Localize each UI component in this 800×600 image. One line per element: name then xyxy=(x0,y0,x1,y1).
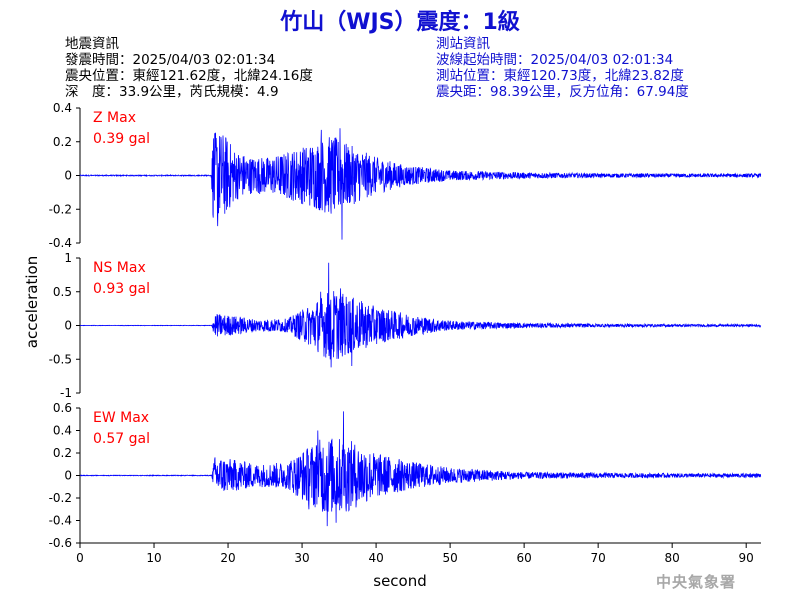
y-tick-label-z: 0 xyxy=(64,169,72,183)
chart-title: 竹山（WJS）震度：1級 xyxy=(280,10,520,35)
y-tick-label-ns: 1 xyxy=(64,251,72,265)
y-tick-label-z: 0.2 xyxy=(53,135,72,149)
x-tick-label: 80 xyxy=(665,551,680,565)
max-label-z: Z Max xyxy=(93,110,136,126)
x-tick-label: 40 xyxy=(368,551,383,565)
max-value-ew: 0.57 gal xyxy=(93,431,150,447)
y-tick-label-ns: -0.5 xyxy=(49,352,72,366)
y-tick-label-ew: -0.4 xyxy=(49,514,72,528)
agency-watermark: 中央氣象署 xyxy=(656,573,737,591)
y-tick-label-ns: 0.5 xyxy=(53,285,72,299)
station-location: 測站位置：東經120.73度，北緯23.82度 xyxy=(436,68,684,84)
waveform-ns xyxy=(79,262,762,368)
station-distance: 震央距：98.39公里，反方位角：67.94度 xyxy=(436,84,689,100)
y-tick-label-ew: -0.2 xyxy=(49,491,72,505)
y-tick-label-ew: 0 xyxy=(64,469,72,483)
y-tick-label-ew: 0.4 xyxy=(53,424,72,438)
quake-origin-time: 發震時間：2025/04/03 02:01:34 xyxy=(65,52,276,68)
x-tick-label: 50 xyxy=(442,551,457,565)
station-wave-start: 波線起始時間：2025/04/03 02:01:34 xyxy=(436,52,674,68)
x-tick-label: 0 xyxy=(76,551,84,565)
x-tick-label: 60 xyxy=(516,551,531,565)
y-tick-label-ew: -0.6 xyxy=(49,536,72,550)
quake-depth-magnitude: 深 度：33.9公里，芮氏規模：4.9 xyxy=(65,84,279,100)
quake-info-heading: 地震資訊 xyxy=(65,36,119,52)
y-tick-label-ns: 0 xyxy=(64,319,72,333)
y-tick-label-z: -0.2 xyxy=(49,202,72,216)
y-tick-label-z: -0.4 xyxy=(49,236,72,250)
y-tick-label-ns: -1 xyxy=(60,386,72,400)
y-axis-label: acceleration xyxy=(23,256,41,348)
x-tick-label: 90 xyxy=(739,551,754,565)
x-tick-label: 10 xyxy=(146,551,161,565)
max-label-ew: EW Max xyxy=(93,410,149,426)
waveform-ew xyxy=(79,411,762,527)
quake-info-block: 地震資訊 發震時間：2025/04/03 02:01:34 震央位置：東經121… xyxy=(65,36,313,100)
waveform-z xyxy=(79,128,762,240)
station-info-block: 測站資訊 波線起始時間：2025/04/03 02:01:34 測站位置：東經1… xyxy=(436,36,689,100)
station-info-heading: 測站資訊 xyxy=(436,36,490,52)
x-tick-label: 70 xyxy=(591,551,606,565)
x-tick-label: 20 xyxy=(220,551,235,565)
y-tick-label-z: 0.4 xyxy=(53,101,72,115)
x-tick-label: 30 xyxy=(294,551,309,565)
x-axis-label: second xyxy=(373,572,427,590)
quake-epicenter: 震央位置：東經121.62度，北緯24.16度 xyxy=(65,68,313,84)
max-value-z: 0.39 gal xyxy=(93,131,150,147)
y-tick-label-ew: 0.2 xyxy=(53,446,72,460)
max-value-ns: 0.93 gal xyxy=(93,281,150,297)
y-tick-label-ew: 0.6 xyxy=(53,401,72,415)
max-label-ns: NS Max xyxy=(93,260,146,276)
